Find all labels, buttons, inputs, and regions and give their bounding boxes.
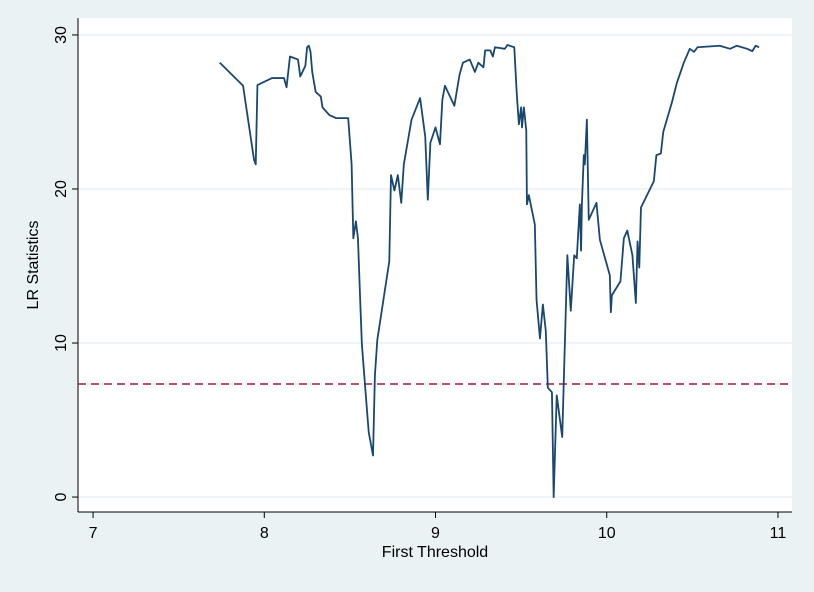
data-line xyxy=(219,44,760,498)
plot-area xyxy=(78,18,792,512)
x-tick-label: 8 xyxy=(260,525,269,542)
x-tick-label: 10 xyxy=(598,525,616,542)
x-tick-label: 11 xyxy=(770,525,787,542)
x-tick-label: 9 xyxy=(431,525,440,542)
y-axis-label: LR Statistics xyxy=(25,221,42,310)
x-tick-label: 7 xyxy=(89,525,98,542)
y-tick-label: 20 xyxy=(53,180,70,198)
y-tick-label: 0 xyxy=(53,493,70,502)
y-tick-label: 10 xyxy=(53,334,70,352)
x-axis-label: First Threshold xyxy=(382,544,488,561)
y-tick-label: 30 xyxy=(53,26,70,44)
